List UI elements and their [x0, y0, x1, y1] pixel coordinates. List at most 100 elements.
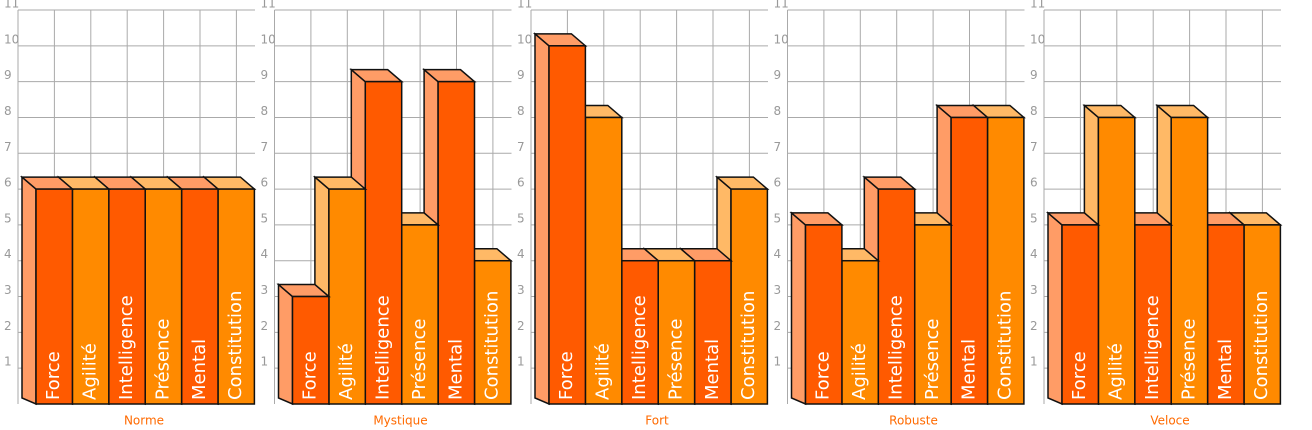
bar-group: Mental — [678, 247, 734, 406]
bar-side — [277, 282, 294, 406]
bar — [693, 259, 732, 405]
bar-category-label: Agilité — [849, 343, 870, 400]
y-tick-label: 4 — [4, 247, 12, 261]
bar-category-label: Force — [556, 351, 577, 400]
bar-category-label: Intelligence — [116, 295, 137, 400]
y-tick-label: 8 — [261, 104, 269, 118]
y-tick-label: 4 — [774, 247, 782, 261]
bar-group: Force — [19, 175, 75, 406]
y-tick-label: 1 — [517, 355, 525, 369]
bar — [584, 116, 623, 405]
bar — [400, 224, 439, 405]
bars: Constitution Mental Présence Intelligence Ag… — [276, 68, 513, 406]
bar — [1170, 116, 1209, 405]
bar-category-label: Force — [1069, 351, 1090, 400]
bar-category-label: Agilité — [80, 343, 101, 400]
bar-category-label: Constitution — [995, 291, 1016, 400]
y-tick-label: 2 — [774, 319, 782, 333]
bar-group: Constitution — [714, 175, 770, 406]
bar — [804, 224, 843, 405]
chart-panel: 1 2 3 4 5 6 7 8 9 10 11 Constitution Mental Présence I… — [4, 0, 257, 428]
chart-title: Norme — [124, 414, 164, 428]
bar-category-label: Présence — [409, 319, 430, 400]
y-tick-label: 9 — [1030, 68, 1038, 82]
bar-category-label: Mental — [702, 339, 723, 400]
bar — [657, 259, 696, 405]
y-tick-label: 10 — [517, 32, 532, 46]
bars: Constitution Mental Présence Intelligence Ag… — [532, 32, 770, 406]
bar — [108, 188, 146, 405]
y-tick-label: 6 — [517, 176, 525, 190]
bar — [1206, 224, 1245, 405]
y-tick-label: 2 — [4, 319, 12, 333]
y-tick-label: 11 — [261, 0, 276, 11]
bars: Constitution Mental Présence Intelligence Ag… — [19, 175, 257, 406]
bar-category-label: Présence — [665, 319, 686, 400]
y-tick-label: 5 — [261, 211, 269, 225]
bar — [1097, 116, 1136, 405]
y-tick-label: 7 — [1030, 140, 1038, 154]
bar-category-label: Constitution — [225, 291, 246, 400]
bar-group: Force — [1045, 211, 1101, 406]
bar — [217, 188, 256, 405]
y-tick-label: 5 — [1030, 211, 1038, 225]
bar-category-label: Force — [813, 351, 834, 400]
chart-title: Mystique — [373, 414, 427, 428]
y-tick-label: 7 — [4, 140, 12, 154]
bars: Constitution Mental Présence Intelligence Ag… — [1045, 103, 1283, 406]
bar-category-label: Intelligence — [886, 295, 907, 400]
bar-category-label: Force — [300, 351, 321, 400]
y-tick-label: 5 — [774, 211, 782, 225]
bar-category-label: Constitution — [1251, 291, 1272, 400]
y-tick-label: 4 — [517, 247, 525, 261]
y-tick-label: 9 — [517, 68, 525, 82]
bar-category-label: Intelligence — [373, 295, 394, 400]
chart-panel: 1 2 3 4 5 6 7 8 9 10 11 Constitution Mental Présence I… — [261, 0, 513, 428]
y-tick-label: 6 — [261, 176, 269, 190]
y-tick-label: 2 — [1030, 319, 1038, 333]
y-tick-label: 10 — [774, 32, 789, 46]
chart-panel: 1 2 3 4 5 6 7 8 9 10 11 Constitution Mental Présence I… — [517, 0, 770, 428]
bar-category-label: Présence — [1178, 319, 1199, 400]
y-tick-label: 9 — [261, 68, 269, 82]
y-tick-label: 3 — [774, 283, 782, 297]
bar-category-label: Agilité — [593, 343, 614, 400]
y-tick-label: 8 — [517, 104, 525, 118]
y-tick-label: 7 — [774, 140, 782, 154]
bar-category-label: Mental — [189, 339, 210, 400]
y-tick-label: 9 — [774, 68, 782, 82]
bar — [144, 188, 183, 405]
bar-category-label: Présence — [152, 319, 173, 400]
bar — [291, 295, 330, 405]
bar-category-label: Mental — [1215, 339, 1236, 400]
bar-category-label: Présence — [922, 319, 943, 400]
bar — [1061, 224, 1100, 405]
bar — [35, 188, 74, 405]
y-tick-label: 6 — [774, 176, 782, 190]
y-tick-label: 8 — [4, 104, 12, 118]
bar-side — [21, 175, 37, 406]
y-tick-label: 1 — [774, 355, 782, 369]
chart-title: Fort — [645, 414, 669, 428]
y-tick-label: 1 — [1030, 355, 1038, 369]
y-tick-label: 4 — [1030, 247, 1038, 261]
y-tick-label: 11 — [774, 0, 789, 11]
bar-category-label: Intelligence — [629, 295, 650, 400]
y-tick-label: 3 — [517, 283, 525, 297]
chart-panel: 1 2 3 4 5 6 7 8 9 10 11 Constitution Mental Présence I… — [774, 0, 1026, 428]
bar — [328, 188, 367, 405]
bar-category-label: Constitution — [482, 291, 503, 400]
bars: Constitution Mental Présence Intelligence Ag… — [789, 103, 1026, 406]
y-tick-label: 11 — [517, 0, 532, 11]
y-tick-label: 5 — [517, 211, 525, 225]
y-tick-label: 9 — [4, 68, 12, 82]
bar — [621, 259, 659, 405]
y-tick-label: 1 — [4, 355, 12, 369]
bar-category-label: Force — [43, 351, 64, 400]
bar-category-label: Mental — [445, 339, 466, 400]
y-tick-label: 4 — [261, 247, 269, 261]
y-tick-label: 1 — [261, 355, 269, 369]
bar — [877, 188, 916, 405]
y-tick-label: 3 — [261, 283, 269, 297]
